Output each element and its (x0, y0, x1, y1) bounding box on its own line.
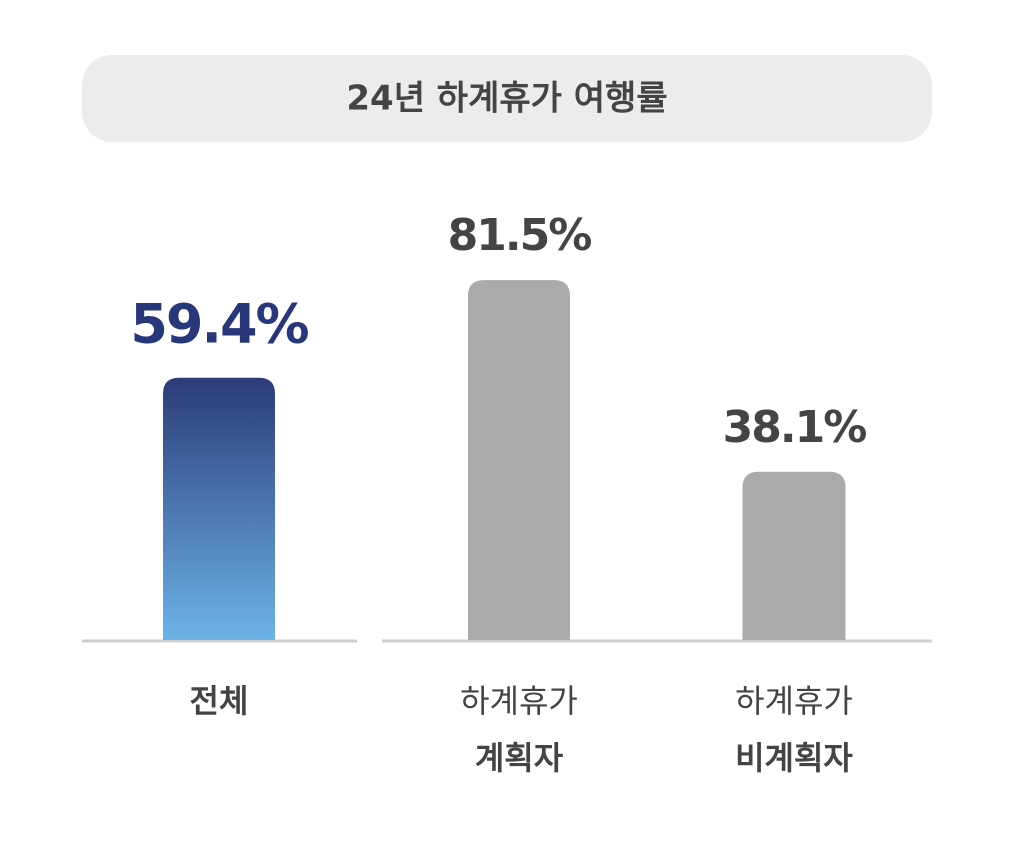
bar (468, 280, 570, 640)
x-tick-label: 전체 (190, 682, 249, 720)
title-box (82, 55, 932, 142)
chart-title: 24년 하계휴가 여행률 (346, 79, 667, 119)
bar (163, 377, 275, 640)
x-tick-label: 계획자 (475, 739, 564, 777)
x-tick-label: 비계획자 (735, 739, 853, 777)
value-label: 38.1% (723, 402, 867, 453)
value-label: 59.4% (130, 292, 308, 355)
x-tick-label: 하계휴가 (460, 682, 578, 720)
value-label: 81.5% (448, 210, 592, 261)
x-tick-label: 하계휴가 (735, 682, 853, 720)
bar (742, 471, 846, 640)
